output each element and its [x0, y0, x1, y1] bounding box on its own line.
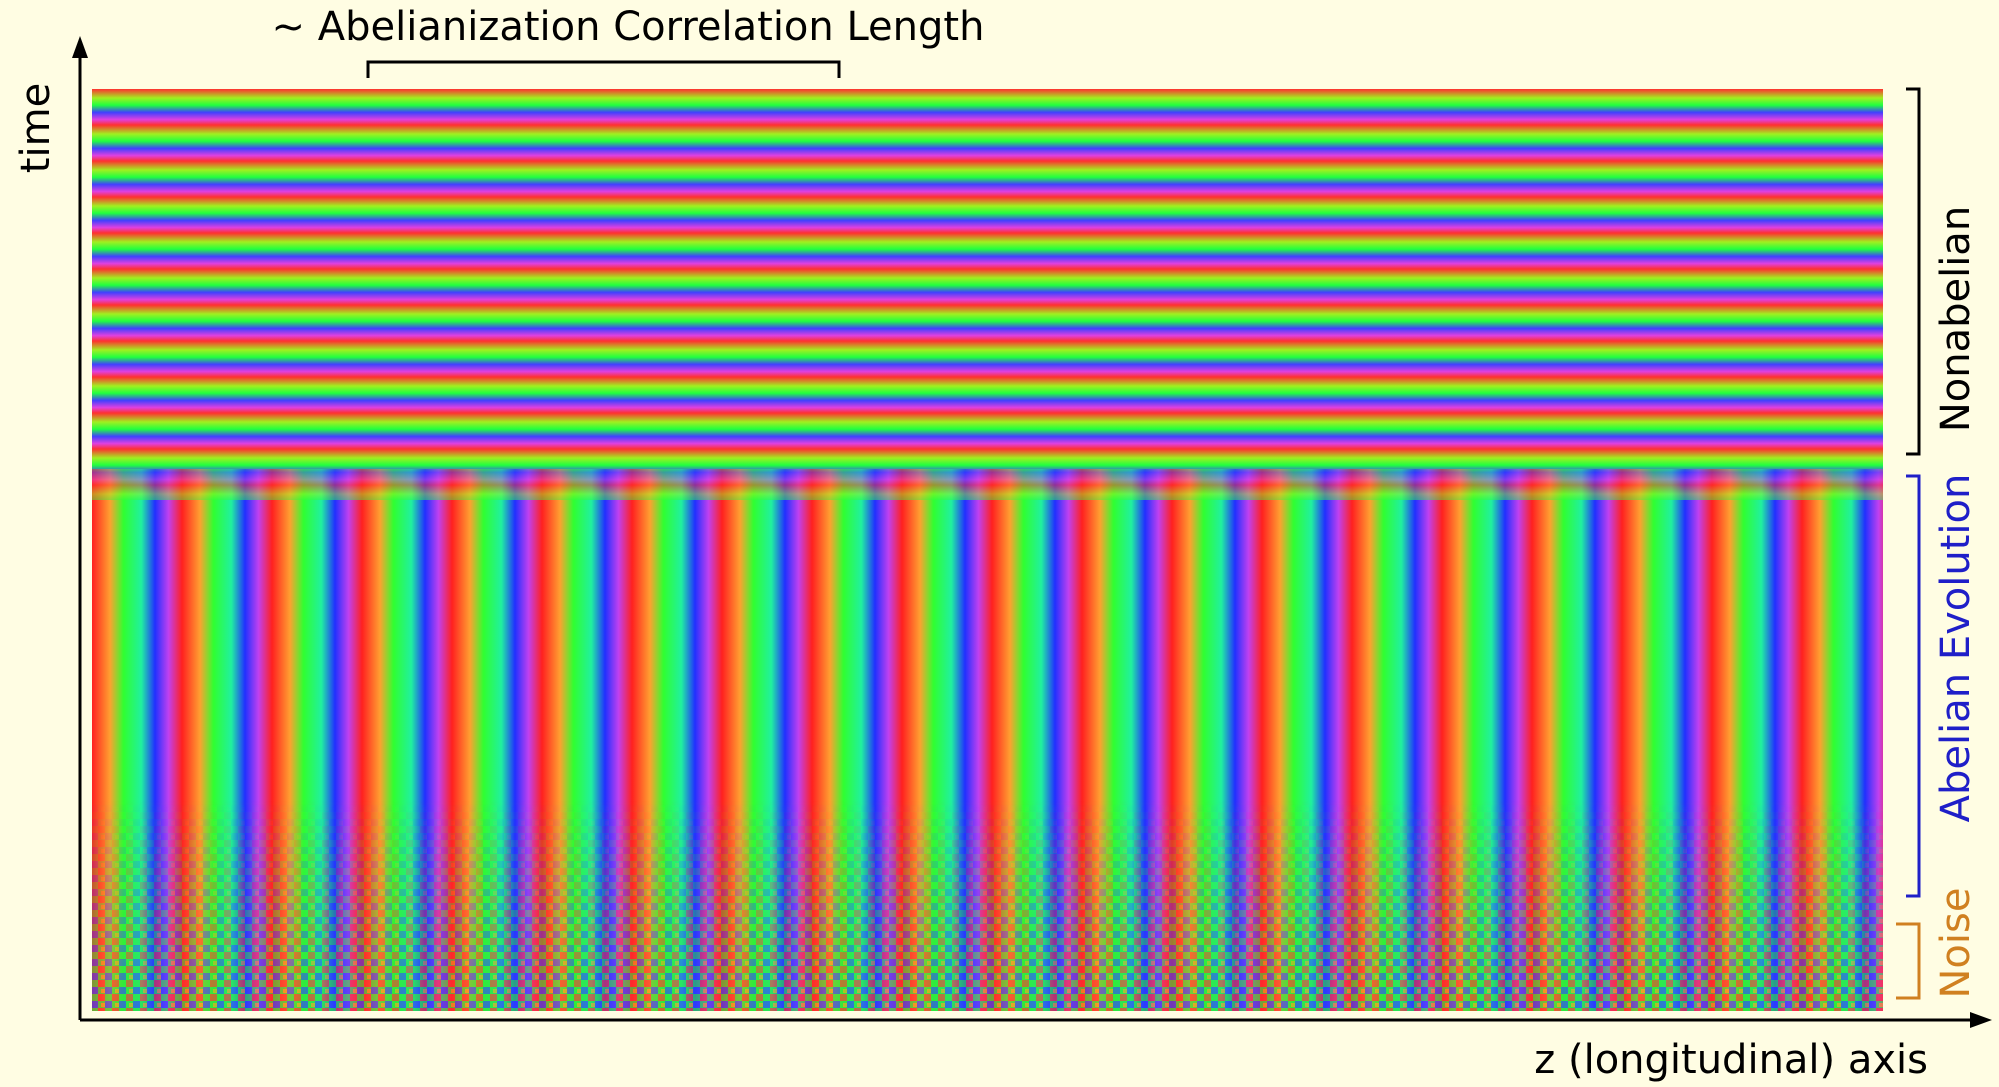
- region-label: Abelian Evolution: [1933, 474, 1979, 823]
- simulation-image: [92, 89, 1883, 1011]
- noise-bracket: [1896, 924, 1919, 998]
- correlation-label: ~ Abelianization Correlation Length: [272, 4, 985, 50]
- nonabelian-bracket: [1906, 89, 1919, 454]
- region-label: Nonabelian: [1933, 206, 1979, 432]
- region-label: Noise: [1933, 888, 1979, 999]
- abelian-bracket: [1906, 476, 1919, 896]
- nonabelian-stripes: [92, 89, 1883, 469]
- y-axis-label: time: [13, 83, 59, 173]
- correlation-bracket: [368, 62, 839, 78]
- x-arrow: [1970, 1012, 1992, 1028]
- figure: ~ Abelianization Correlation Length time…: [0, 0, 1999, 1087]
- x-axis-label: z (longitudinal) axis: [1534, 1037, 1928, 1083]
- noise-band: [92, 800, 1883, 1011]
- y-arrow: [72, 36, 88, 58]
- transition-band: [92, 440, 1883, 500]
